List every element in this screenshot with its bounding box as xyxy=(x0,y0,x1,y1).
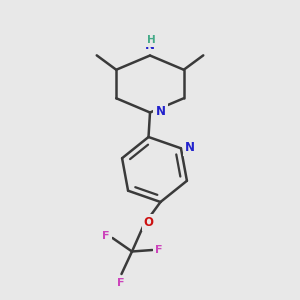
Text: O: O xyxy=(144,216,154,229)
Text: N: N xyxy=(185,141,195,154)
Text: H: H xyxy=(147,35,156,45)
Text: F: F xyxy=(117,278,124,288)
Text: N: N xyxy=(155,105,165,119)
Text: N: N xyxy=(145,39,155,52)
Text: F: F xyxy=(155,245,163,255)
Text: F: F xyxy=(102,231,110,241)
